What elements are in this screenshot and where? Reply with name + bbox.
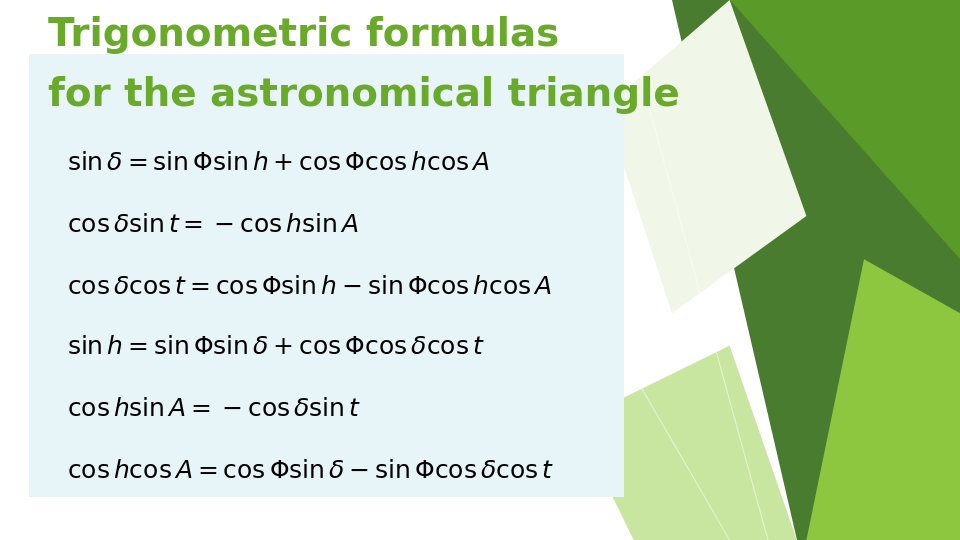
Polygon shape xyxy=(806,259,960,540)
Polygon shape xyxy=(576,346,797,540)
FancyBboxPatch shape xyxy=(29,54,624,497)
Text: $\sin h = \sin\Phi\sin\delta + \cos\Phi\cos\delta\cos t$: $\sin h = \sin\Phi\sin\delta + \cos\Phi\… xyxy=(67,335,485,359)
Text: $\sin\delta = \sin\Phi\sin h + \cos\Phi\cos h\cos A$: $\sin\delta = \sin\Phi\sin h + \cos\Phi\… xyxy=(67,151,491,175)
Text: $\cos\delta\sin t = -\cos h\sin A$: $\cos\delta\sin t = -\cos h\sin A$ xyxy=(67,213,359,237)
Text: $\cos\delta\cos t = \cos\Phi\sin h - \sin\Phi\cos h\cos A$: $\cos\delta\cos t = \cos\Phi\sin h - \si… xyxy=(67,275,552,299)
Polygon shape xyxy=(730,0,960,259)
Text: $\cos h\cos A = \cos\Phi\sin\delta - \sin\Phi\cos\delta\cos t$: $\cos h\cos A = \cos\Phi\sin\delta - \si… xyxy=(67,459,555,483)
Text: $\cos h\sin A = -\cos\delta\sin t$: $\cos h\sin A = -\cos\delta\sin t$ xyxy=(67,397,361,421)
Text: Trigonometric formulas: Trigonometric formulas xyxy=(48,16,560,54)
Polygon shape xyxy=(605,0,806,313)
Text: for the astronomical triangle: for the astronomical triangle xyxy=(48,76,680,113)
Polygon shape xyxy=(672,0,960,540)
